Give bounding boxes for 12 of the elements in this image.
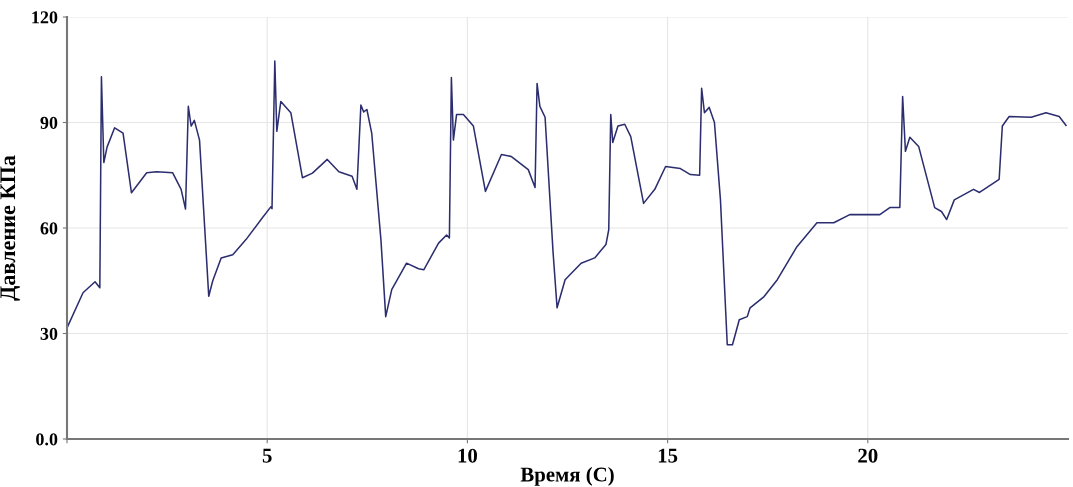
y-tick-label: 120 — [32, 11, 58, 24]
line-series — [67, 60, 1067, 346]
x-axis-title: Время (С) — [520, 466, 614, 486]
y-tick-label: 30 — [40, 327, 58, 340]
y-tick-label: 0.0 — [36, 433, 58, 446]
x-tick-label: 20 — [858, 448, 878, 463]
y-tick-label: 60 — [40, 222, 58, 235]
x-tick-label: 10 — [458, 448, 478, 463]
x-tick-label: 15 — [658, 448, 678, 463]
x-tick-label: 5 — [262, 448, 272, 463]
y-tick-label: 90 — [40, 116, 58, 129]
y-axis-title: Давление КПа — [0, 155, 20, 301]
